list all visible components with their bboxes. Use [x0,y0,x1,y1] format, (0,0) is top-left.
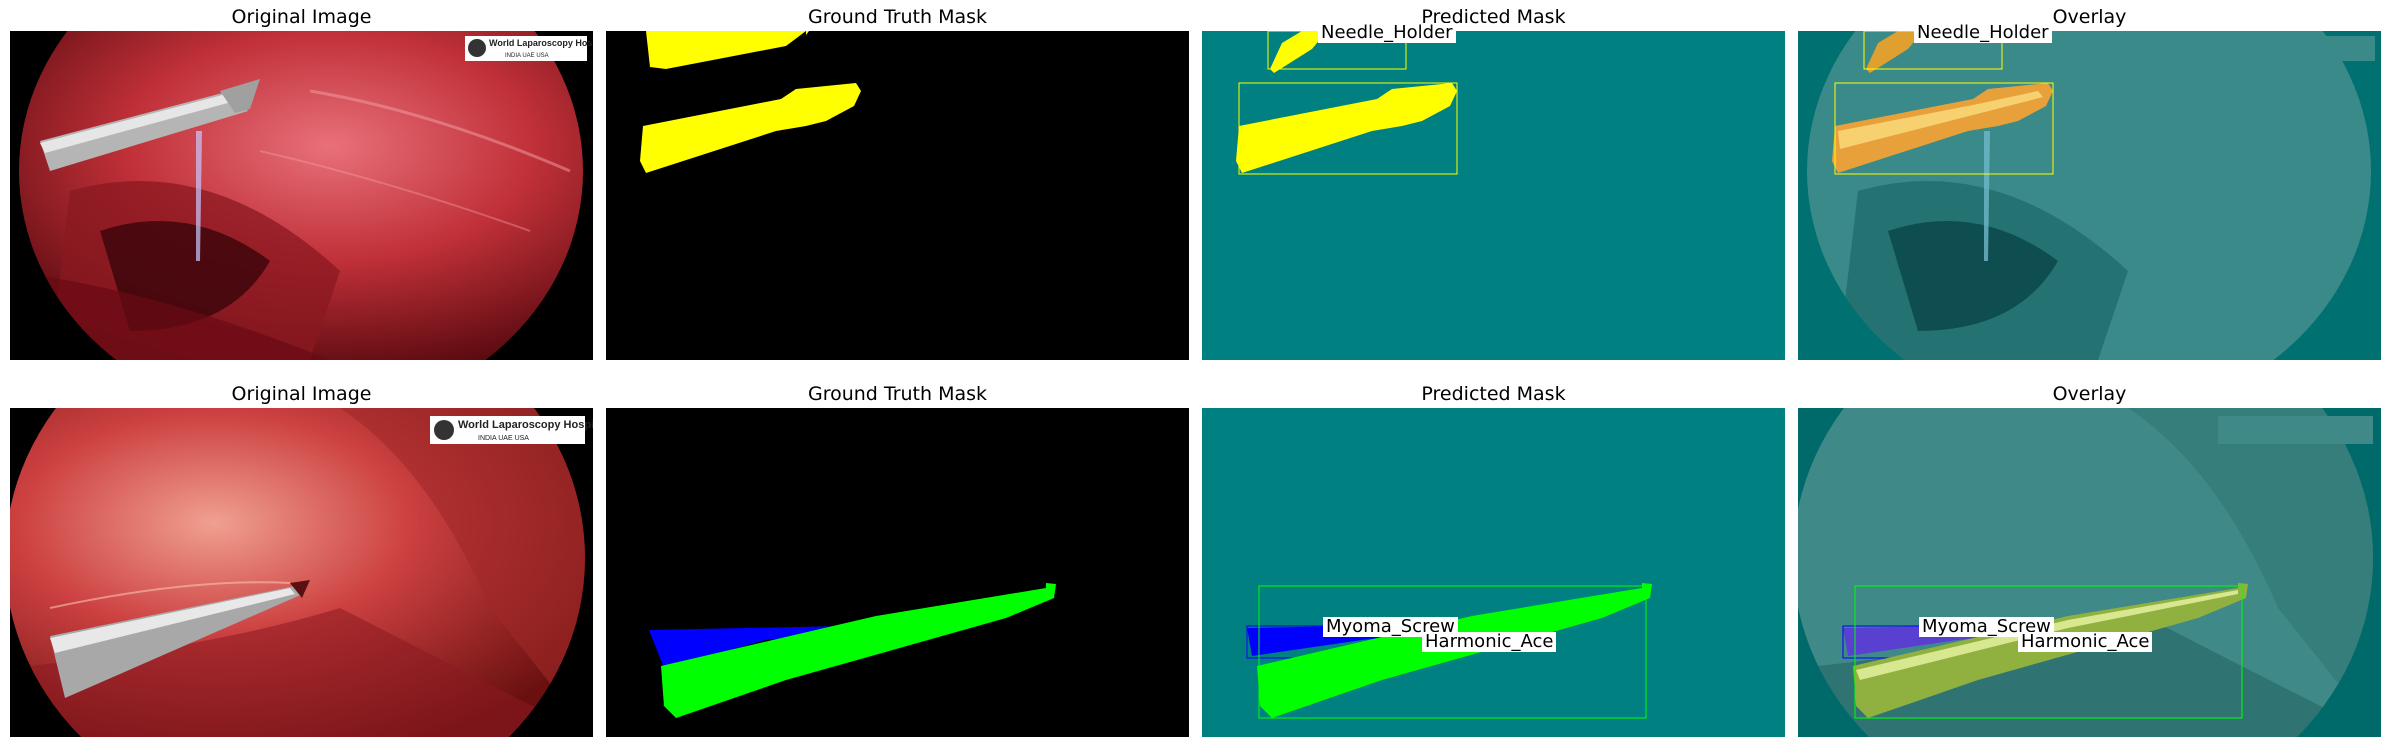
label-needle-holder-pred: Needle_Holder [1318,23,1456,43]
title-pred-2: Predicted Mask [1421,383,1566,405]
title-pred-1: Predicted Mask [1421,6,1566,28]
gt-mask-2 [606,408,1189,737]
title-gt-2: Ground Truth Mask [807,383,988,405]
title-overlay-1: Overlay [2052,6,2127,28]
pred-mask-1: Needle_Holder [1202,23,1785,360]
title-original-2: Original Image [231,383,372,405]
label-needle-holder-overlay: Needle_Holder [1914,23,2052,43]
logo-countries: INDIA UAE USA [478,435,529,442]
label-harmonic-ace-pred: Harmonic_Ace [1422,632,1557,652]
gt-mask-1 [606,31,1189,360]
logo-countries: INDIA UAE USA [505,53,549,59]
overlay-2: Myoma_Screw Harmonic_Ace [1798,408,2381,737]
label-harmonic-ace-overlay: Harmonic_Ace [2018,632,2153,652]
pred-mask-2: Myoma_Screw Harmonic_Ace [1202,408,1785,737]
original-image-1: World Laparoscopy Hospital INDIA UAE USA [10,31,593,360]
title-gt-1: Ground Truth Mask [807,6,988,28]
logo-text: World Laparoscopy Hospital [458,419,593,431]
title-original-1: Original Image [231,6,372,28]
overlay-1: Needle_Holder [1798,23,2381,360]
logo-text: World Laparoscopy Hospital [489,38,593,48]
original-image-2: World Laparoscopy Hospital INDIA UAE USA [10,408,593,737]
title-overlay-2: Overlay [2052,383,2127,405]
